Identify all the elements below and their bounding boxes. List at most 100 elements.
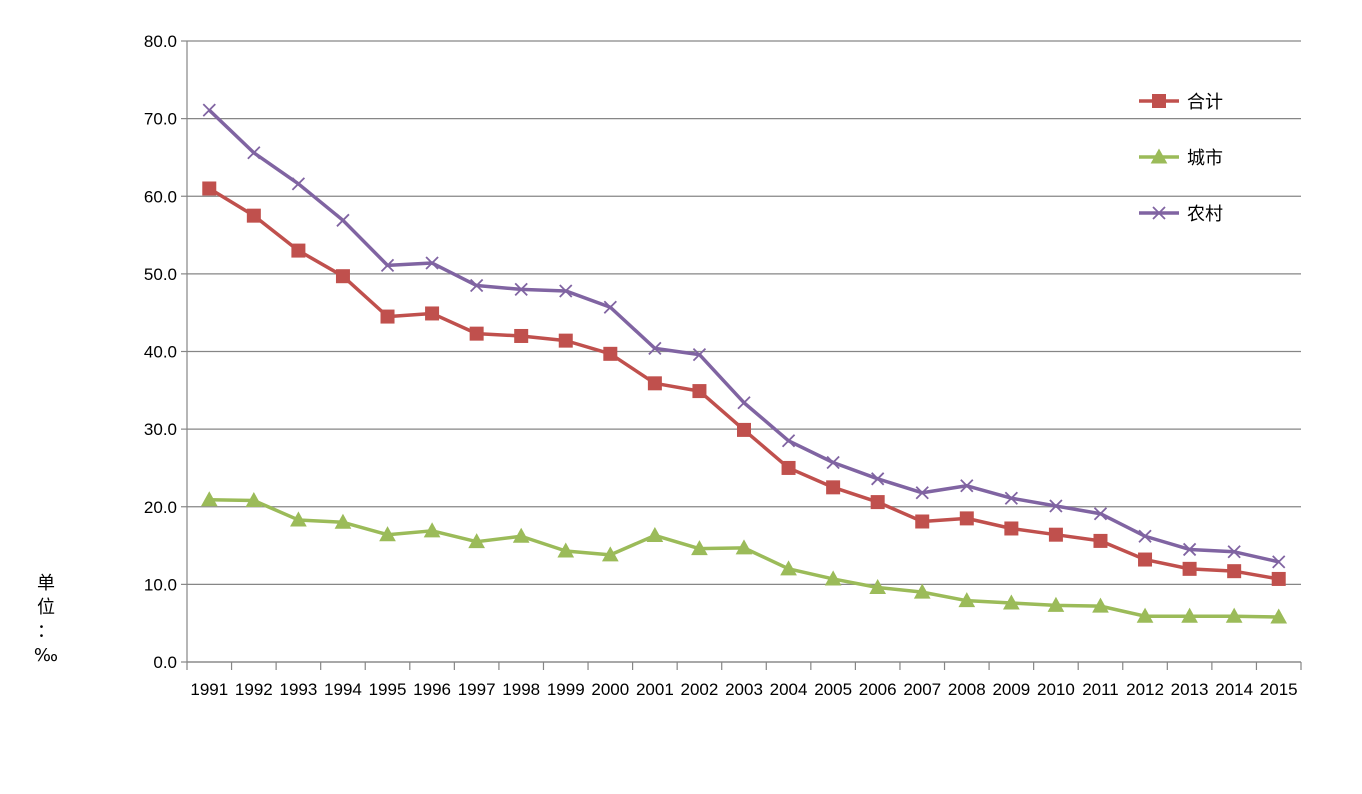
y-tick-label: 50.0 <box>144 265 177 284</box>
x-tick-label: 2004 <box>770 680 808 699</box>
y-tick-label: 80.0 <box>144 32 177 51</box>
legend-entry: 合计 <box>1139 92 1223 113</box>
series-x <box>202 103 1286 569</box>
marker-stroke <box>603 300 617 314</box>
x-tick-label: 2013 <box>1171 680 1209 699</box>
data-point <box>1182 542 1197 557</box>
x-tick-label: 1992 <box>235 680 273 699</box>
x-tick-label: 2010 <box>1037 680 1075 699</box>
data-point <box>423 522 441 538</box>
series-line <box>209 498 1279 619</box>
data-point <box>291 177 306 191</box>
x-tick-label: 2007 <box>903 680 941 699</box>
marker-stroke <box>559 284 573 298</box>
data-point <box>245 492 263 508</box>
data-point <box>291 243 306 258</box>
data-point <box>558 333 573 348</box>
legend-marker <box>1152 206 1166 220</box>
data-point <box>380 309 395 324</box>
data-point <box>425 256 439 270</box>
data-point <box>559 284 573 298</box>
data-point <box>692 347 707 362</box>
legend-marker <box>1150 148 1168 164</box>
x-tick-label: 2008 <box>948 680 986 699</box>
data-point <box>915 514 930 529</box>
data-point <box>648 341 662 356</box>
y-tick-label: 10.0 <box>144 575 177 594</box>
x-tick-label: 1993 <box>279 680 317 699</box>
data-point <box>514 282 528 297</box>
marker-stroke <box>871 472 885 486</box>
y-tick-label: 0.0 <box>153 653 177 672</box>
data-point <box>1136 607 1154 623</box>
data-point <box>959 511 974 526</box>
data-point <box>913 583 931 599</box>
data-point <box>646 526 664 542</box>
data-point <box>1093 533 1108 548</box>
data-point <box>1092 597 1109 613</box>
data-point <box>1225 607 1243 623</box>
marker-stroke <box>380 258 395 272</box>
x-tick-label: 2005 <box>814 680 852 699</box>
x-tick-label: 2000 <box>591 680 629 699</box>
marker-stroke <box>470 278 484 293</box>
marker-stroke <box>1272 555 1286 569</box>
x-tick-label: 2011 <box>1082 680 1119 699</box>
x-tick-label: 1998 <box>502 680 540 699</box>
data-point <box>692 384 707 399</box>
data-point <box>469 326 484 341</box>
data-point <box>691 540 708 556</box>
data-point <box>468 533 485 549</box>
data-point <box>200 491 218 507</box>
grid-layer <box>187 40 1301 663</box>
data-point <box>336 213 350 227</box>
data-point <box>826 455 840 470</box>
legend-label: 农村 <box>1187 204 1223 225</box>
y-tick-label: 60.0 <box>144 187 177 206</box>
x-tick-label: 1996 <box>413 680 451 699</box>
data-point <box>379 526 396 542</box>
marker-stroke <box>915 486 929 500</box>
data-point <box>1004 491 1018 505</box>
marker-stroke <box>1049 499 1063 513</box>
data-point <box>1182 561 1197 576</box>
marker-stroke <box>514 282 528 297</box>
marker-stroke <box>336 213 350 227</box>
x-tick-label: 2014 <box>1215 680 1253 699</box>
y-axis-label-line: ： <box>37 621 55 642</box>
x-tick-label: 1991 <box>190 680 228 699</box>
legend-marker <box>1152 94 1166 108</box>
data-point <box>290 511 307 527</box>
data-point <box>1138 529 1152 543</box>
data-point <box>425 306 440 321</box>
series-line <box>208 108 1280 564</box>
x-tick-label: 2001 <box>636 680 674 699</box>
data-point <box>202 103 216 117</box>
x-tick-label: 2009 <box>992 680 1030 699</box>
marker-stroke <box>1227 545 1241 559</box>
data-point <box>826 480 841 495</box>
data-point <box>958 592 976 608</box>
x-tick-label: 1999 <box>547 680 585 699</box>
marker-stroke <box>1152 206 1166 220</box>
data-point <box>647 376 662 391</box>
data-point <box>1048 527 1063 542</box>
data-point <box>1227 564 1242 579</box>
series-triangle <box>200 491 1288 624</box>
marker-stroke <box>737 396 751 410</box>
data-point <box>246 208 261 223</box>
x-tick-label: 2015 <box>1260 680 1298 699</box>
legend-label: 城市 <box>1187 148 1223 169</box>
data-point <box>870 495 885 510</box>
legend-label: 合计 <box>1187 92 1223 113</box>
data-point <box>1004 521 1019 536</box>
data-point <box>915 486 929 500</box>
data-point <box>869 578 887 594</box>
marker-stroke <box>1004 491 1018 505</box>
data-point <box>335 269 350 284</box>
data-point <box>514 328 529 343</box>
data-point <box>780 560 797 576</box>
